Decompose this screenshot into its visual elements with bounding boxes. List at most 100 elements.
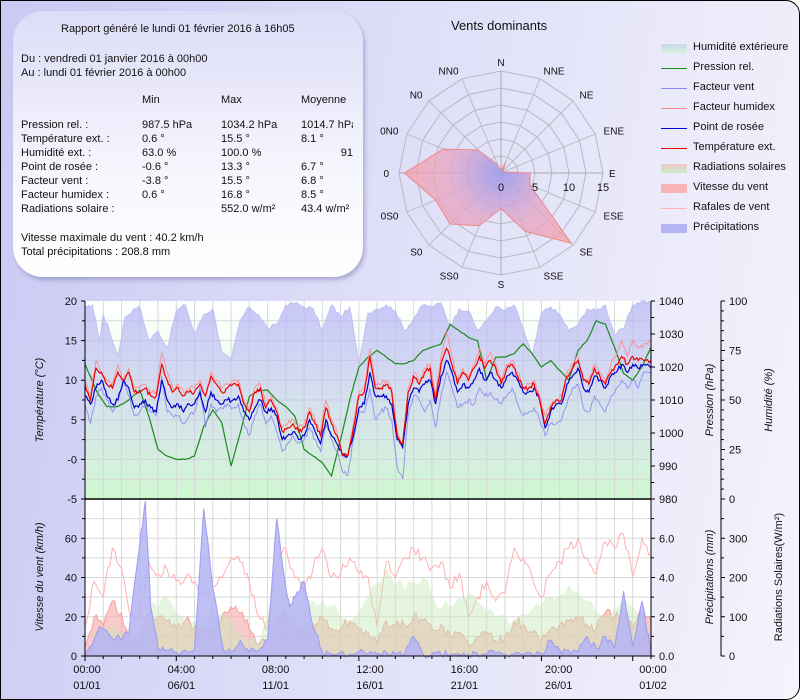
wind-axis-tick-label: 20 <box>65 612 77 624</box>
legend-label: Radiations solaires <box>693 161 786 173</box>
legend-line-swatch <box>661 208 687 209</box>
stats-row-min: 0.6 ° <box>142 189 165 201</box>
rain-axis-tick-label: 6.0 <box>659 533 674 545</box>
series-line-rafales <box>84 532 652 630</box>
legend-item[interactable]: Rafales de vent <box>661 201 799 217</box>
legend-item[interactable]: Pression rel. <box>661 61 799 77</box>
left-axis-tick-label: 15 <box>65 336 77 348</box>
rose-direction-label: ENE <box>604 127 625 138</box>
rain-axis-tick-label: 0.0 <box>659 651 674 663</box>
legend-label: Pression rel. <box>693 61 755 73</box>
rose-direction-label: S <box>498 280 505 291</box>
stats-row-max: 13.3 ° <box>221 161 250 173</box>
x-axis-date-label: 16/01 <box>356 680 384 692</box>
max-wind-text: Vitesse maximale du vent : 40.2 km/h <box>21 232 204 244</box>
summary-panel: Rapport généré le lundi 01 février 2016 … <box>13 11 363 277</box>
x-axis-time-label: 04:00 <box>168 664 196 676</box>
stats-row-min: 63.0 % <box>142 147 177 159</box>
rose-spoke <box>461 78 502 174</box>
rose-grid <box>398 70 604 276</box>
report-generated: Rapport généré le lundi 01 février 2016 … <box>61 23 295 35</box>
pressure-axis-tick-label: 1030 <box>659 329 683 341</box>
left-axis-tick-label: -5 <box>67 494 77 506</box>
x-axis-time-label: 00:00 <box>639 664 667 676</box>
rose-spoke <box>500 100 574 174</box>
legend-swatch <box>661 184 687 193</box>
stats-row-label: Pression rel. : <box>21 119 89 131</box>
legend-item[interactable]: Radiations solaires <box>661 161 799 177</box>
legend-item[interactable]: Humidité extérieure <box>661 41 799 57</box>
rain-axis-tick-label: 2.0 <box>659 612 674 624</box>
report-from: Du : vendredi 01 janvier 2016 à 00h00 <box>21 53 208 65</box>
legend-item[interactable]: Facteur vent <box>661 81 799 97</box>
humidity-axis-tick-label: 0 <box>729 494 735 506</box>
legend-item[interactable]: Facteur humidex <box>661 101 799 117</box>
wind-speed-axis-title: Vitesse du vent (km/h) <box>34 522 46 632</box>
legend-label: Facteur vent <box>693 81 755 93</box>
legend-item[interactable]: Précipitations <box>661 221 799 237</box>
stats-row-min: 0.6 ° <box>142 133 165 145</box>
humidity-axis-title: Humidité (%) <box>763 368 775 432</box>
legend-item[interactable]: Température ext. <box>661 141 799 157</box>
stats-row-label: Température ext. : <box>21 133 110 145</box>
series-area-humidite <box>84 300 652 500</box>
stats-row-label: Humidité ext. : <box>21 147 92 159</box>
solar-axis-tick-label: 300 <box>729 533 747 545</box>
pressure-axis-tick-label: 980 <box>659 494 677 506</box>
rose-direction-label: 0S0 <box>381 211 399 222</box>
rose-direction-label: ESE <box>604 211 624 222</box>
stats-row-max: 15.5 ° <box>221 175 250 187</box>
stats-row-avg: 8.1 ° <box>301 133 324 145</box>
wind-axis-tick-label: 0 <box>71 651 77 663</box>
humidity-axis-tick-label: 25 <box>729 445 741 457</box>
rose-direction-label: NE <box>579 91 593 102</box>
stats-row-label: Facteur humidex : <box>21 189 110 201</box>
rose-direction-label: S0 <box>410 247 423 258</box>
series-area-precipitations <box>84 500 652 659</box>
legend-label: Point de rosée <box>693 121 764 133</box>
precipitation-axis-title: Précipitations (mm) <box>704 529 716 624</box>
stats-row-label: Facteur vent : <box>21 175 89 187</box>
rose-direction-label: 0N0 <box>380 127 399 138</box>
report-to: Au : lundi 01 février 2016 à 00h00 <box>21 67 187 79</box>
legend-label: Température ext. <box>693 141 776 153</box>
legend-label: Vitesse du vent <box>693 181 769 193</box>
solar-axis-tick-label: 200 <box>729 573 747 585</box>
legend-label: Précipitations <box>693 221 760 233</box>
rose-data-area <box>403 148 573 245</box>
pressure-axis-tick-label: 1020 <box>659 362 683 374</box>
legend-line-swatch <box>661 88 687 89</box>
stats-row-label: Point de rosée : <box>21 161 99 173</box>
x-axis-date-label: 01/01 <box>73 680 101 692</box>
x-axis-time-label: 20:00 <box>545 664 573 676</box>
legend-line-swatch <box>661 68 687 69</box>
rose-radial-tick: 5 <box>532 182 538 194</box>
wind-axis-tick-label: 40 <box>65 573 77 585</box>
rose-direction-label: SS0 <box>440 272 459 283</box>
rose-direction-label: N <box>497 58 504 69</box>
legend-label: Rafales de vent <box>693 201 770 213</box>
rain-axis-tick-label: 4.0 <box>659 573 674 585</box>
temperature-axis-title: Température (°C) <box>34 357 46 442</box>
rose-direction-label: N0 <box>410 91 423 102</box>
legend-item[interactable]: Point de rosée <box>661 121 799 137</box>
left-axis-tick-label: 10 <box>65 375 77 387</box>
pressure-axis-tick-label: 990 <box>659 461 677 473</box>
rose-radial-tick: 10 <box>563 182 575 194</box>
x-axis-time-label: 08:00 <box>262 664 290 676</box>
stats-row-max: 552.0 w/m² <box>221 203 276 215</box>
rose-direction-label: SE <box>579 247 593 258</box>
legend-item[interactable]: Vitesse du vent <box>661 181 799 197</box>
wind-rose-title: Vents dominants <box>451 18 548 33</box>
stats-row-min: -0.6 ° <box>142 161 169 173</box>
x-axis-time-label: 12:00 <box>356 664 384 676</box>
rose-spoke <box>500 78 541 174</box>
stats-row-avg: 91 <box>340 147 353 159</box>
series-line <box>84 359 652 459</box>
series-line <box>84 371 652 480</box>
total-rain-text: Total précipitations : 208.8 mm <box>21 246 171 258</box>
legend-line-swatch <box>661 128 687 129</box>
col-header-max: Max <box>221 94 242 106</box>
